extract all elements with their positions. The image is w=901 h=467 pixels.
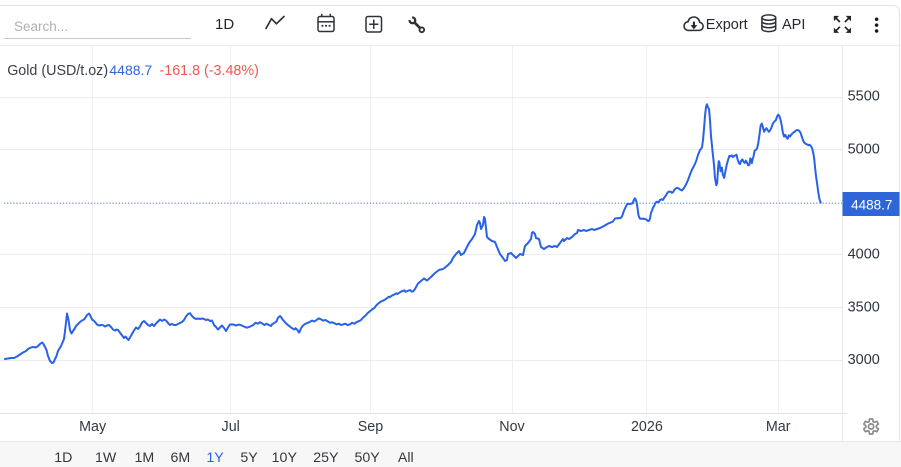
svg-text:1D: 1D — [54, 450, 72, 466]
svg-text:Nov: Nov — [499, 419, 525, 435]
svg-text:4488.7: 4488.7 — [851, 197, 892, 212]
svg-text:May: May — [79, 419, 107, 435]
svg-text:5500: 5500 — [848, 88, 880, 104]
svg-text:Jul: Jul — [222, 419, 240, 435]
svg-text:Export: Export — [706, 17, 748, 33]
svg-text:Search...: Search... — [14, 19, 68, 34]
svg-text:3000: 3000 — [848, 352, 880, 368]
svg-text:Mar: Mar — [766, 419, 791, 435]
svg-text:4000: 4000 — [848, 247, 880, 263]
svg-text:25Y: 25Y — [313, 450, 339, 466]
svg-text:1M: 1M — [134, 450, 154, 466]
svg-text:5Y: 5Y — [240, 450, 258, 466]
svg-text:4488.7: 4488.7 — [109, 62, 152, 78]
svg-text:5000: 5000 — [848, 142, 880, 158]
svg-text:-161.8 (-3.48%): -161.8 (-3.48%) — [160, 63, 259, 79]
svg-text:3500: 3500 — [848, 299, 880, 315]
svg-text:2026: 2026 — [631, 419, 663, 435]
svg-text:Gold (USD/t.oz): Gold (USD/t.oz) — [7, 63, 108, 79]
svg-text:Sep: Sep — [358, 419, 383, 435]
svg-text:All: All — [398, 450, 414, 466]
svg-text:10Y: 10Y — [272, 450, 298, 466]
svg-text:API: API — [782, 17, 805, 33]
svg-text:50Y: 50Y — [354, 450, 380, 466]
svg-text:6M: 6M — [170, 450, 190, 466]
svg-text:1Y: 1Y — [206, 450, 224, 466]
svg-text:1W: 1W — [95, 450, 117, 466]
svg-text:1D: 1D — [215, 16, 234, 33]
